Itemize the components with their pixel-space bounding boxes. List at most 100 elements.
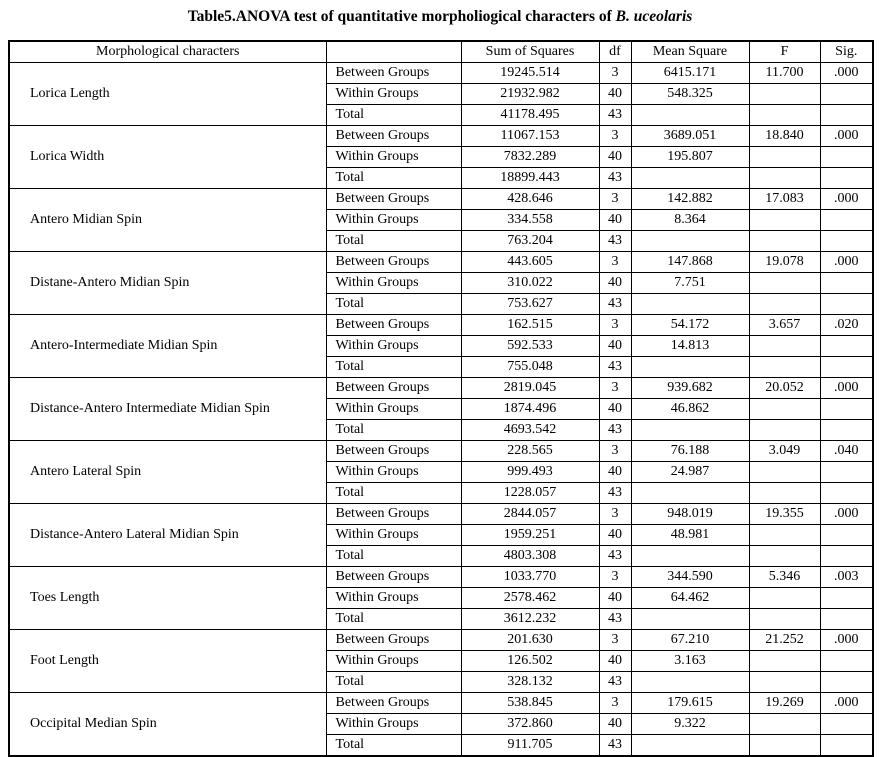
sum-of-squares-cell: 3612.232	[460, 608, 600, 630]
table-caption: Table5.ANOVA test of quantitative morpho…	[0, 7, 880, 27]
f-cell	[748, 482, 821, 504]
sig-cell	[819, 713, 874, 735]
df-cell: 3	[598, 629, 632, 651]
f-cell	[748, 713, 821, 735]
f-cell	[748, 545, 821, 567]
sig-cell	[819, 461, 874, 483]
table-row: Within Groups 372.860 40 9.322	[9, 713, 874, 735]
anova-table: Morphological characters Sum of Squares …	[8, 40, 874, 757]
group-type-cell: Within Groups	[325, 335, 462, 357]
df-cell: 43	[598, 419, 632, 441]
df-cell: 43	[598, 608, 632, 630]
sum-of-squares-cell: 310.022	[460, 272, 600, 294]
df-cell: 3	[598, 251, 632, 273]
df-cell: 43	[598, 356, 632, 378]
mean-square-cell: 64.462	[630, 587, 750, 609]
table-row: Occipital Median Spin Between Groups 538.8…	[8, 692, 874, 757]
character-name-cell: Antero Lateral Spin	[8, 440, 327, 504]
f-cell: 20.052	[748, 377, 821, 399]
group-type-cell: Within Groups	[325, 209, 462, 231]
mean-square-cell: 179.615	[630, 692, 750, 714]
mean-square-cell: 3.163	[630, 650, 750, 672]
sum-of-squares-cell: 334.558	[460, 209, 600, 231]
sum-of-squares-cell: 228.565	[460, 440, 600, 462]
df-cell: 40	[598, 713, 632, 735]
group-type-cell: Within Groups	[325, 272, 462, 294]
df-cell: 40	[598, 461, 632, 483]
df-cell: 3	[598, 314, 632, 336]
sig-cell	[819, 167, 874, 189]
sum-of-squares-cell: 911.705	[460, 734, 600, 757]
table-row: Lorica Length Between Groups 19245.514 3 641…	[8, 62, 874, 126]
group-type-cell: Total	[325, 482, 462, 504]
table-row: Total 911.705 43	[9, 734, 874, 757]
group-type-cell: Between Groups	[325, 440, 462, 462]
sig-cell	[819, 293, 874, 315]
group-type-cell: Between Groups	[325, 377, 462, 399]
f-cell: 3.049	[748, 440, 821, 462]
df-cell: 40	[598, 83, 632, 105]
character-name-cell: Antero Midian Spin	[8, 188, 327, 252]
group-type-cell: Total	[325, 356, 462, 378]
mean-square-cell: 6415.171	[630, 62, 750, 84]
table-row: Total 4803.308 43	[9, 545, 874, 567]
character-name-cell: Foot Length	[8, 629, 327, 693]
f-cell: 17.083	[748, 188, 821, 210]
f-cell: 5.346	[748, 566, 821, 588]
f-cell: 19.269	[748, 692, 821, 714]
sig-cell	[819, 272, 874, 294]
mean-square-cell: 7.751	[630, 272, 750, 294]
sum-of-squares-cell: 19245.514	[460, 62, 600, 84]
df-cell: 40	[598, 209, 632, 231]
mean-square-cell	[630, 356, 750, 378]
group-type-cell: Within Groups	[325, 83, 462, 105]
sig-cell: .000	[819, 377, 874, 399]
sig-cell	[819, 209, 874, 231]
anova-table-header: Morphological characters Sum of Squares …	[8, 40, 874, 63]
df-cell: 3	[598, 62, 632, 84]
f-cell	[748, 356, 821, 378]
df-cell: 43	[598, 167, 632, 189]
sum-of-squares-cell: 18899.443	[460, 167, 600, 189]
sum-of-squares-cell: 328.132	[460, 671, 600, 693]
f-cell	[748, 398, 821, 420]
sig-cell	[819, 230, 874, 252]
sig-cell: .000	[819, 62, 874, 84]
character-name-cell: Lorica Width	[8, 125, 327, 189]
header-morphological-characters: Morphological characters	[8, 40, 327, 63]
sum-of-squares-cell: 162.515	[460, 314, 600, 336]
sig-cell	[819, 482, 874, 504]
mean-square-cell	[630, 608, 750, 630]
sum-of-squares-cell: 2844.057	[460, 503, 600, 525]
sig-cell	[819, 356, 874, 378]
mean-square-cell: 46.862	[630, 398, 750, 420]
group-type-cell: Within Groups	[325, 587, 462, 609]
mean-square-cell: 142.882	[630, 188, 750, 210]
mean-square-cell	[630, 671, 750, 693]
df-cell: 40	[598, 524, 632, 546]
sum-of-squares-cell: 1228.057	[460, 482, 600, 504]
table-row: Foot Length Between Groups 201.630 3 67.210 2…	[8, 629, 874, 693]
sum-of-squares-cell: 755.048	[460, 356, 600, 378]
mean-square-cell: 76.188	[630, 440, 750, 462]
f-cell	[748, 587, 821, 609]
mean-square-cell: 948.019	[630, 503, 750, 525]
mean-square-cell: 147.868	[630, 251, 750, 273]
group-type-cell: Total	[325, 293, 462, 315]
f-cell: 19.355	[748, 503, 821, 525]
f-cell	[748, 272, 821, 294]
mean-square-cell: 195.807	[630, 146, 750, 168]
f-cell: 18.840	[748, 125, 821, 147]
mean-square-cell	[630, 104, 750, 126]
group-type-cell: Total	[325, 608, 462, 630]
df-cell: 43	[598, 734, 632, 757]
sum-of-squares-cell: 4693.542	[460, 419, 600, 441]
sig-cell	[819, 650, 874, 672]
table-row: Distane-Antero Midian Spin Between Groups…	[8, 251, 874, 315]
table-row: Distance-Antero Lateral Midian Spin Betwe…	[8, 503, 874, 567]
header-mean-square: Mean Square	[630, 40, 750, 63]
df-cell: 3	[598, 125, 632, 147]
df-cell: 3	[598, 692, 632, 714]
f-cell	[748, 650, 821, 672]
